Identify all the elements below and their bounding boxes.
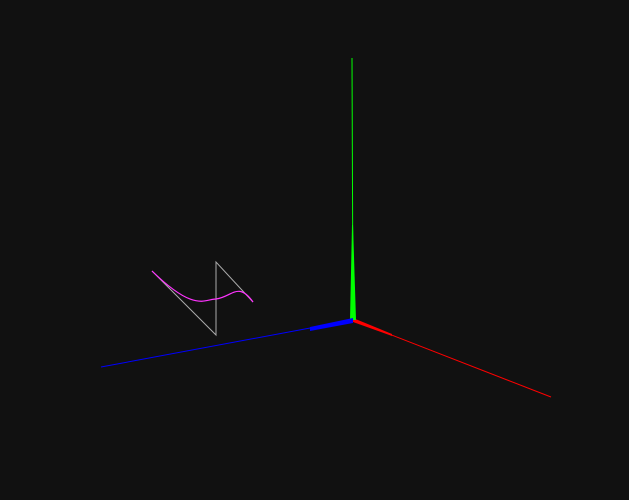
y-axis	[350, 57, 356, 321]
bezier-curve	[151, 270, 254, 303]
x-axis	[352, 318, 552, 398]
x-axis-thick-segment	[353, 318, 392, 336]
y-axis-thick-segment	[350, 225, 356, 320]
z-axis	[100, 318, 354, 368]
z-axis-thick-segment	[310, 318, 353, 331]
control-polygon	[151, 260, 254, 337]
